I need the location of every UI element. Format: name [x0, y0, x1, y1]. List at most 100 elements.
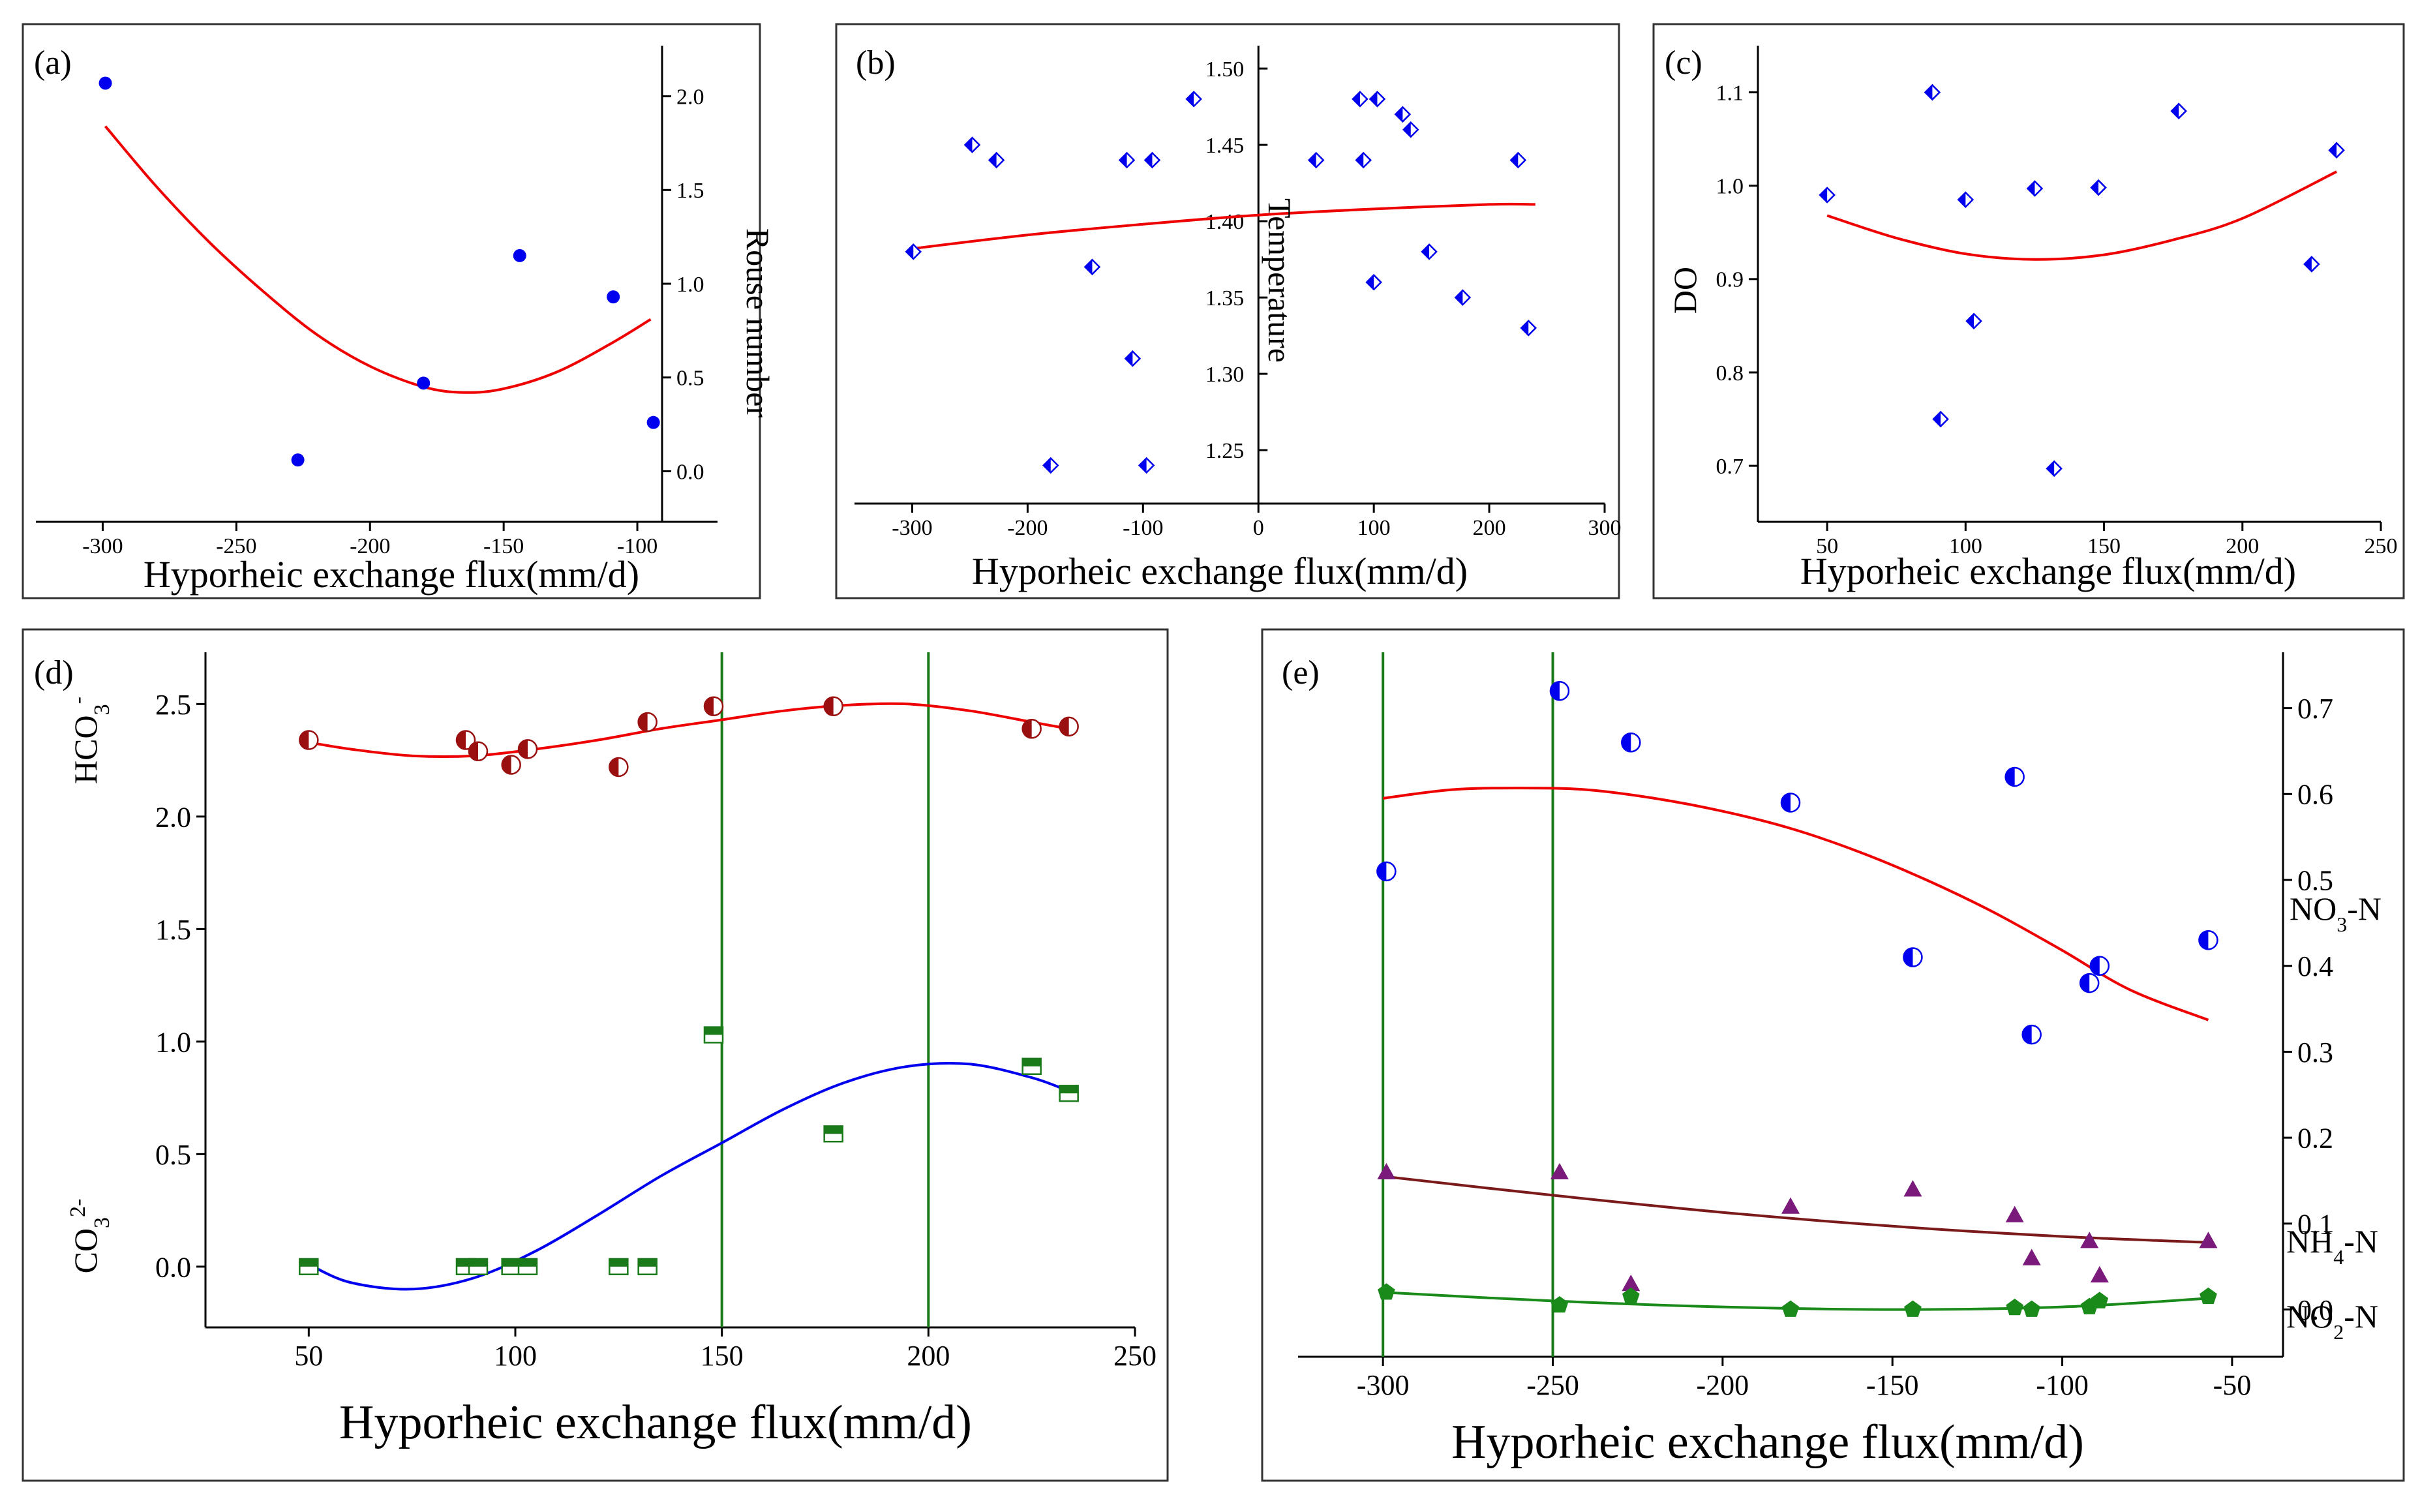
panel-d-y-axis: 0.0 0.5 1.0 1.5 2.0 2.5	[155, 652, 207, 1327]
panel-e-data-point	[1621, 733, 1641, 753]
panel-e-data-point	[2006, 1298, 2023, 1316]
panel-d-series-CO32-	[299, 1026, 1079, 1291]
panel-c-data-point	[1957, 191, 1974, 208]
panel-e-data-point	[2079, 973, 2100, 993]
panel-b-data-point	[905, 243, 922, 260]
panel-b-x-axis: -300 -200 -100 0 100 200 300	[855, 502, 1622, 540]
panel-d-frame	[22, 628, 1169, 1482]
panel-e-fit-curve	[1382, 1175, 2209, 1244]
panel-a-x-tick-label: -300	[82, 534, 123, 558]
panel-e-label: (e)	[1282, 654, 1320, 691]
panel-e-data-point	[2090, 1265, 2109, 1283]
panel-a-data-point	[646, 416, 660, 429]
panel-d-data-point	[637, 712, 658, 733]
panel-a-x-tick-label: -100	[617, 534, 658, 558]
panel-c-y-axis: 0.7 0.8 0.9 1.0 1.1	[1716, 46, 1759, 522]
panel-d-data-point	[609, 1258, 629, 1275]
panel-a-series-data	[98, 76, 660, 467]
panel-a-fit-curve	[104, 125, 652, 394]
panel-e-data-point	[1781, 1197, 1800, 1214]
panel-b-y-tick-label: 1.40	[1205, 210, 1245, 234]
panel-e-data-point	[1622, 1287, 1640, 1305]
panel-e-data-point	[2080, 1232, 2099, 1248]
panel-a-data-point	[417, 376, 431, 390]
panel-c-y-tick-label: 0.8	[1716, 361, 1744, 386]
panel-a-ylabel: Rouse number	[740, 228, 776, 418]
panel-d-data-point	[637, 1258, 658, 1275]
panel-b-x-tick-label: -200	[1007, 516, 1048, 540]
panel-b-data-point	[1509, 151, 1527, 169]
panel-b-data-point	[1118, 151, 1136, 169]
panel-d-data-point	[517, 1258, 538, 1275]
panel-b-y-tick-label: 1.50	[1205, 57, 1245, 82]
panel-c-data-point	[2328, 142, 2345, 159]
panel-d-data-point	[501, 1258, 521, 1275]
panel-e-data-point	[1781, 1300, 1800, 1317]
panel-e-data-point	[2004, 766, 2025, 787]
panel-e-series-NH4-N	[1377, 1162, 2218, 1292]
panel-e-x-tick-label: -50	[2213, 1369, 2252, 1401]
panel-d-data-point	[1059, 716, 1079, 737]
panel-e-data-point	[1780, 793, 1801, 813]
panel-d-y-tick-label: 1.5	[155, 914, 191, 946]
panel-d-xlabel: Hyporheic exchange flux(mm/d)	[339, 1396, 972, 1449]
panel-c-x-tick-label: 150	[2087, 534, 2121, 558]
panel-b-ylabel: Temperature	[1262, 198, 1298, 363]
panel-d-x-tick-label: 250	[1113, 1340, 1157, 1372]
plot-d: 50 100 150 200 250 0.0 0.5 1.0 1.5 2.0 2.5	[155, 652, 1157, 1372]
panel-d-data-point	[455, 730, 476, 750]
plot-b: -300 -200 -100 0 100 200 3001.251.301.351.401.…	[855, 46, 1622, 540]
panel-a-frame	[22, 23, 761, 599]
series-label-nh4: NH4-N	[2286, 1223, 2378, 1269]
panel-c-frame	[1652, 23, 2405, 599]
panel-e-x-tick-label: -200	[1697, 1369, 1749, 1401]
panel-d-ylabel-co3: CO32-	[66, 1199, 114, 1274]
panel-d-data-point	[468, 1258, 489, 1275]
panel-b-y-tick-label: 1.30	[1205, 363, 1245, 387]
panel-d-data-point	[823, 1125, 843, 1143]
panel-a-x-tick-label: -200	[350, 534, 390, 558]
plot-c: 50 100 150 200 250 0.7 0.8 0.9 1.0 1.1	[1716, 46, 2398, 558]
panel-e-data-point	[2005, 1205, 2024, 1222]
panel-e-fit-curve	[1382, 787, 2209, 1021]
panel-d-data-point	[299, 1258, 319, 1275]
panel-a-x-tick-label: -250	[216, 534, 256, 558]
panel-e-y-tick-label: 0.5	[2297, 864, 2333, 896]
panel-c-ylabel: DO	[1667, 267, 1703, 314]
panel-c-data-point	[2026, 180, 2044, 197]
panel-b-x-tick-label: 0	[1253, 516, 1264, 540]
panel-d-ylabel-hco3: HCO3-	[66, 697, 114, 784]
panel-b-data-point	[1352, 91, 1369, 108]
panel-d-y-tick-label: 2.0	[155, 801, 191, 833]
panel-b-data-point	[963, 136, 981, 153]
panel-e-y-tick-label: 0.1	[2297, 1208, 2333, 1240]
panel-b-fit-curve	[912, 202, 1535, 250]
panel-e-data-point	[2089, 956, 2110, 976]
panel-e-data-point	[1622, 1275, 1641, 1292]
panel-a-y-tick-label: 1.5	[676, 179, 704, 203]
panel-b-data-point	[1365, 273, 1382, 291]
panel-d-y-tick-label: 1.0	[155, 1026, 191, 1058]
panel-a-data-point	[98, 76, 112, 90]
panel-c-data-point	[2090, 179, 2107, 196]
panel-b-data-point	[1185, 91, 1202, 108]
panel-b-x-tick-label: 200	[1473, 516, 1506, 540]
panel-d-x-tick-label: 150	[701, 1340, 744, 1372]
panel-e-data-point	[1903, 947, 1923, 967]
panel-d-x-tick-label: 50	[294, 1340, 323, 1372]
panel-d-data-point	[703, 1026, 724, 1044]
panel-b: (b) -300 -200 -100 0 100 200 3001.251.301.351.…	[835, 23, 1622, 599]
panel-c-data-point	[2303, 256, 2320, 273]
plot-a: -300 -250 -200 -150 -100 0.0 0.5 1.0 1.5 2.0	[36, 46, 718, 558]
panel-b-data-point	[1454, 289, 1472, 306]
panel-d-x-tick-label: 200	[907, 1340, 950, 1372]
panel-c-x-tick-label: 50	[1816, 534, 1838, 558]
panel-c-y-tick-label: 0.7	[1716, 455, 1744, 479]
panel-b-data-point	[1355, 151, 1372, 169]
panel-d-data-point	[468, 741, 489, 762]
panel-d-data-point	[823, 696, 843, 717]
panel-d-data-point	[1021, 1057, 1042, 1075]
panel-a-data-point	[513, 249, 526, 262]
panel-e-data-point	[1377, 1162, 1396, 1180]
